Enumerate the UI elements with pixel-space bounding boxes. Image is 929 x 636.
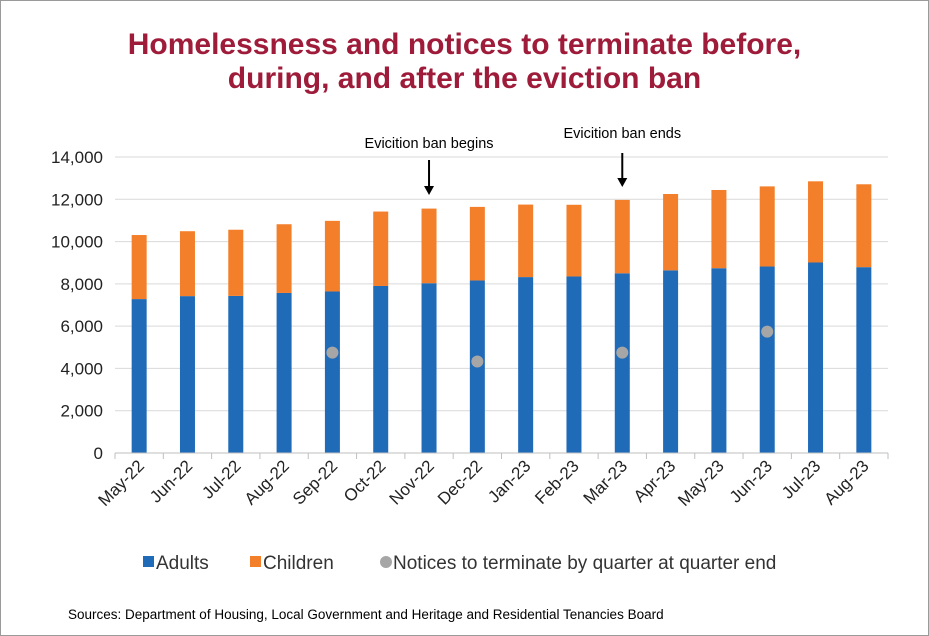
annotation-ban-begins: Evicition ban begins xyxy=(365,136,494,152)
annotation-ban-ends: Evicition ban ends xyxy=(563,126,681,142)
x-tick-label: May-23 xyxy=(674,456,728,510)
x-tick-label: Aug-22 xyxy=(241,456,293,508)
y-tick-label: 12,000 xyxy=(51,190,103,209)
x-tick-label: Jun-23 xyxy=(726,456,776,506)
x-tick-label: Oct-22 xyxy=(340,456,390,506)
bar-adults xyxy=(276,292,292,453)
legend-label: Notices to terminate by quarter at quart… xyxy=(393,553,776,574)
source-note: Sources: Department of Housing, Local Go… xyxy=(68,607,664,622)
y-tick-label: 6,000 xyxy=(60,317,103,336)
x-tick-label: Jul-23 xyxy=(778,456,824,502)
bar-adults xyxy=(421,283,437,453)
legend-swatch xyxy=(143,556,154,567)
bar-adults xyxy=(373,285,389,453)
notice-points xyxy=(326,325,774,368)
x-tick-label: May-22 xyxy=(94,456,148,510)
y-axis-ticks: 0 2,000 4,000 6,000 8,000 10,000 12,000 14,000 xyxy=(51,148,103,463)
annotations: Evicition ban begins Evicition ban ends xyxy=(365,126,681,195)
bars xyxy=(131,181,872,453)
chart-title: Homelessness and notices to terminate be… xyxy=(0,28,929,96)
bar-children xyxy=(276,224,292,293)
x-tick-label: Mar-23 xyxy=(580,456,632,508)
bar-children xyxy=(566,204,582,277)
bar-children xyxy=(324,220,340,292)
bar-adults xyxy=(856,267,872,453)
bar-children xyxy=(421,208,437,284)
x-tick-label: Jul-22 xyxy=(198,456,244,502)
x-tick-label: Dec-22 xyxy=(434,456,486,508)
title-line-2: during, and after the eviction ban xyxy=(227,62,702,95)
bar-children xyxy=(131,235,147,300)
annotation-arrow-head xyxy=(617,178,628,187)
x-tick-label: Nov-22 xyxy=(386,456,438,508)
bar-adults xyxy=(759,266,775,453)
bar-children xyxy=(663,194,679,271)
bar-children xyxy=(808,181,824,263)
notice-point xyxy=(761,325,774,338)
bar-children xyxy=(373,211,389,286)
bar-adults xyxy=(614,273,630,453)
bar-children xyxy=(228,229,244,296)
bar-children xyxy=(614,199,630,274)
notice-point xyxy=(471,355,484,368)
title-line-1: Homelessness and notices to terminate be… xyxy=(127,28,802,61)
legend-swatch xyxy=(380,556,392,568)
x-tick-label: Sep-22 xyxy=(289,456,341,508)
x-tick-label: Jun-22 xyxy=(146,456,196,506)
bar-children xyxy=(711,189,727,269)
bar-adults xyxy=(131,299,147,453)
annotation-arrow-head xyxy=(424,186,435,195)
bar-adults xyxy=(566,276,582,453)
legend-swatch xyxy=(250,556,261,567)
y-tick-label: 10,000 xyxy=(51,233,103,252)
y-tick-label: 2,000 xyxy=(60,402,103,421)
bar-children xyxy=(179,231,195,297)
bar-adults xyxy=(179,296,195,453)
notice-point xyxy=(616,346,629,359)
x-tick-label: Aug-23 xyxy=(820,456,872,508)
legend-label: Children xyxy=(263,553,334,574)
gridlines xyxy=(115,156,888,412)
x-tick-label: Apr-23 xyxy=(630,456,680,506)
bar-adults xyxy=(808,262,824,453)
bar-children xyxy=(856,184,872,268)
bar-children xyxy=(759,186,775,267)
bar-children xyxy=(469,206,485,281)
legend: Adults Children Notices to terminate by qu… xyxy=(143,553,776,574)
y-tick-label: 0 xyxy=(94,444,103,463)
x-tick-label: Feb-23 xyxy=(531,456,583,508)
bar-adults xyxy=(228,295,244,453)
y-tick-label: 14,000 xyxy=(51,148,103,167)
y-tick-label: 8,000 xyxy=(60,275,103,294)
bar-adults xyxy=(324,291,340,453)
legend-label: Adults xyxy=(156,553,209,574)
bar-children xyxy=(518,204,534,278)
notice-point xyxy=(326,346,339,359)
y-tick-label: 4,000 xyxy=(60,359,103,378)
bar-adults xyxy=(663,270,679,453)
x-tick-label: Jan-23 xyxy=(484,456,534,506)
bar-adults xyxy=(711,268,727,453)
bar-adults xyxy=(518,277,534,453)
